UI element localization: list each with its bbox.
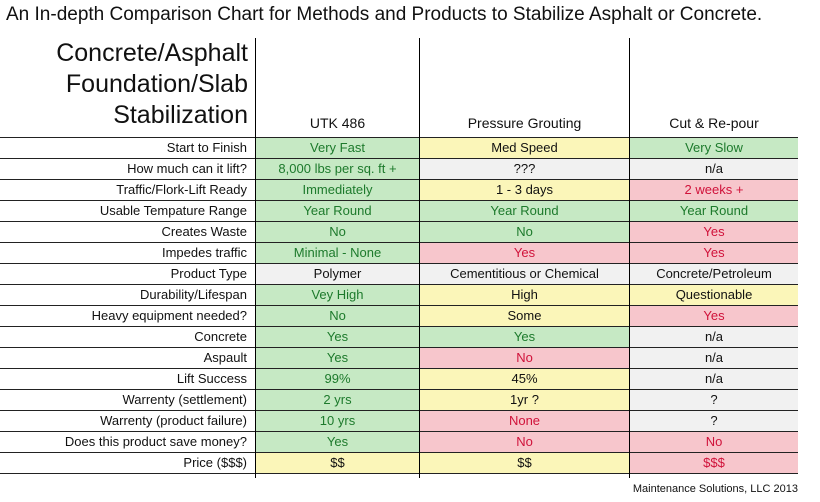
row-label: Lift Success [0, 369, 255, 389]
row-label: Warrenty (product failure) [0, 411, 255, 431]
column-divider-3 [629, 38, 630, 478]
table-cell: No [256, 222, 419, 242]
table-cell: Cementitious or Chemical [420, 264, 629, 284]
table-cell: $$ [256, 453, 419, 473]
table-cell: Vey High [256, 285, 419, 305]
table-bottom-border [0, 473, 798, 474]
table-cell: No [256, 306, 419, 326]
table-cell: No [420, 348, 629, 368]
table-cell: 2 yrs [256, 390, 419, 410]
table-cell: $$$ [630, 453, 798, 473]
table-cell: 10 yrs [256, 411, 419, 431]
column-header-utk486: UTK 486 [309, 115, 366, 131]
row-label: Product Type [0, 264, 255, 284]
table-cell: n/a [630, 369, 798, 389]
table-cell: None [420, 411, 629, 431]
row-label: Durability/Lifespan [0, 285, 255, 305]
column-divider-1 [255, 38, 256, 478]
table-row: Creates Waste No No Yes [0, 221, 798, 242]
table-cell: Very Fast [256, 138, 419, 158]
column-header-cut-repour: Cut & Re-pour [669, 115, 759, 131]
table-cell: Yes [630, 243, 798, 263]
row-label: Price ($$$) [0, 453, 255, 473]
table-cell: 1 - 3 days [420, 180, 629, 200]
table-cell: No [420, 432, 629, 452]
table-cell: ? [630, 390, 798, 410]
table-cell: 8,000 lbs per sq. ft + [256, 159, 419, 179]
table-row: Start to Finish Very Fast Med Speed Very Sl… [0, 137, 798, 158]
table-cell: Yes [420, 243, 629, 263]
table-row: Usable Tempature Range Year Round Year Rou… [0, 200, 798, 221]
row-label: Traffic/Flork-Lift Ready [0, 180, 255, 200]
table-cell: n/a [630, 348, 798, 368]
table-row: Aspault Yes No n/a [0, 347, 798, 368]
header-line-3: Stabilization [113, 101, 248, 129]
table-row: Warrenty (settlement) 2 yrs 1yr ?? [0, 389, 798, 410]
table-cell: ??? [420, 159, 629, 179]
table-cell: Questionable [630, 285, 798, 305]
row-label: Usable Tempature Range [0, 201, 255, 221]
table-cell: 1yr ? [420, 390, 629, 410]
table-row: Product Type Polymer Cementitious or Chemi… [0, 263, 798, 284]
table-cell: Yes [256, 432, 419, 452]
table-cell: 2 weeks + [630, 180, 798, 200]
table-cell: Year Round [256, 201, 419, 221]
table-cell: Year Round [420, 201, 629, 221]
row-label: Does this product save money? [0, 432, 255, 452]
table-cell: No [630, 432, 798, 452]
table-cell: Yes [630, 306, 798, 326]
table-cell: Immediately [256, 180, 419, 200]
table-cell: Year Round [630, 201, 798, 221]
table-cell: n/a [630, 159, 798, 179]
table-row: Warrenty (product failure) 10 yrs None? [0, 410, 798, 431]
header-line-2: Foundation/Slab [65, 70, 248, 98]
table-cell: ? [630, 411, 798, 431]
table-cell: No [420, 222, 629, 242]
table-row: Does this product save money? Yes No No [0, 431, 798, 452]
table-row: Concrete Yes Yes n/a [0, 326, 798, 347]
row-label: Warrenty (settlement) [0, 390, 255, 410]
table-cell: Med Speed [420, 138, 629, 158]
table-cell: Yes [630, 222, 798, 242]
table-row: How much can it lift? 8,000 lbs per sq. f… [0, 158, 798, 179]
row-label: Impedes traffic [0, 243, 255, 263]
row-label: Creates Waste [0, 222, 255, 242]
table-cell: 45% [420, 369, 629, 389]
row-label: Start to Finish [0, 138, 255, 158]
table-cell: Very Slow [630, 138, 798, 158]
table-row: Impedes traffic Minimal - None Yes Yes [0, 242, 798, 263]
table-cell: 99% [256, 369, 419, 389]
header-line-1: Concrete/Asphalt [56, 39, 248, 67]
row-header-title: Concrete/Asphalt Foundation/Slab Stabili… [0, 38, 248, 131]
column-divider-2 [419, 38, 420, 478]
row-label: Heavy equipment needed? [0, 306, 255, 326]
table-row: Lift Success 99% 45% n/a [0, 368, 798, 389]
table-cell: Some [420, 306, 629, 326]
table-cell: Minimal - None [256, 243, 419, 263]
footer-credit: Maintenance Solutions, LLC 2013 [632, 483, 798, 495]
table-cell: $$ [420, 453, 629, 473]
chart-title: An In-depth Comparison Chart for Methods… [6, 4, 763, 25]
row-label: Concrete [0, 327, 255, 347]
table-cell: Concrete/Petroleum [630, 264, 798, 284]
table-cell: Yes [420, 327, 629, 347]
row-label: How much can it lift? [0, 159, 255, 179]
table-cell: Yes [256, 327, 419, 347]
table-row: Heavy equipment needed? No Some Yes [0, 305, 798, 326]
table-cell: Polymer [256, 264, 419, 284]
table-cell: n/a [630, 327, 798, 347]
table-cell: Yes [256, 348, 419, 368]
table-cell: High [420, 285, 629, 305]
table-row: Durability/Lifespan Vey High High Questiona… [0, 284, 798, 305]
table-row: Price ($$$) $$ $$ $$$ [0, 452, 798, 473]
row-label: Aspault [0, 348, 255, 368]
table-row: Traffic/Flork-Lift Ready Immediately 1 - 3… [0, 179, 798, 200]
column-header-pressure-grouting: Pressure Grouting [467, 115, 582, 131]
